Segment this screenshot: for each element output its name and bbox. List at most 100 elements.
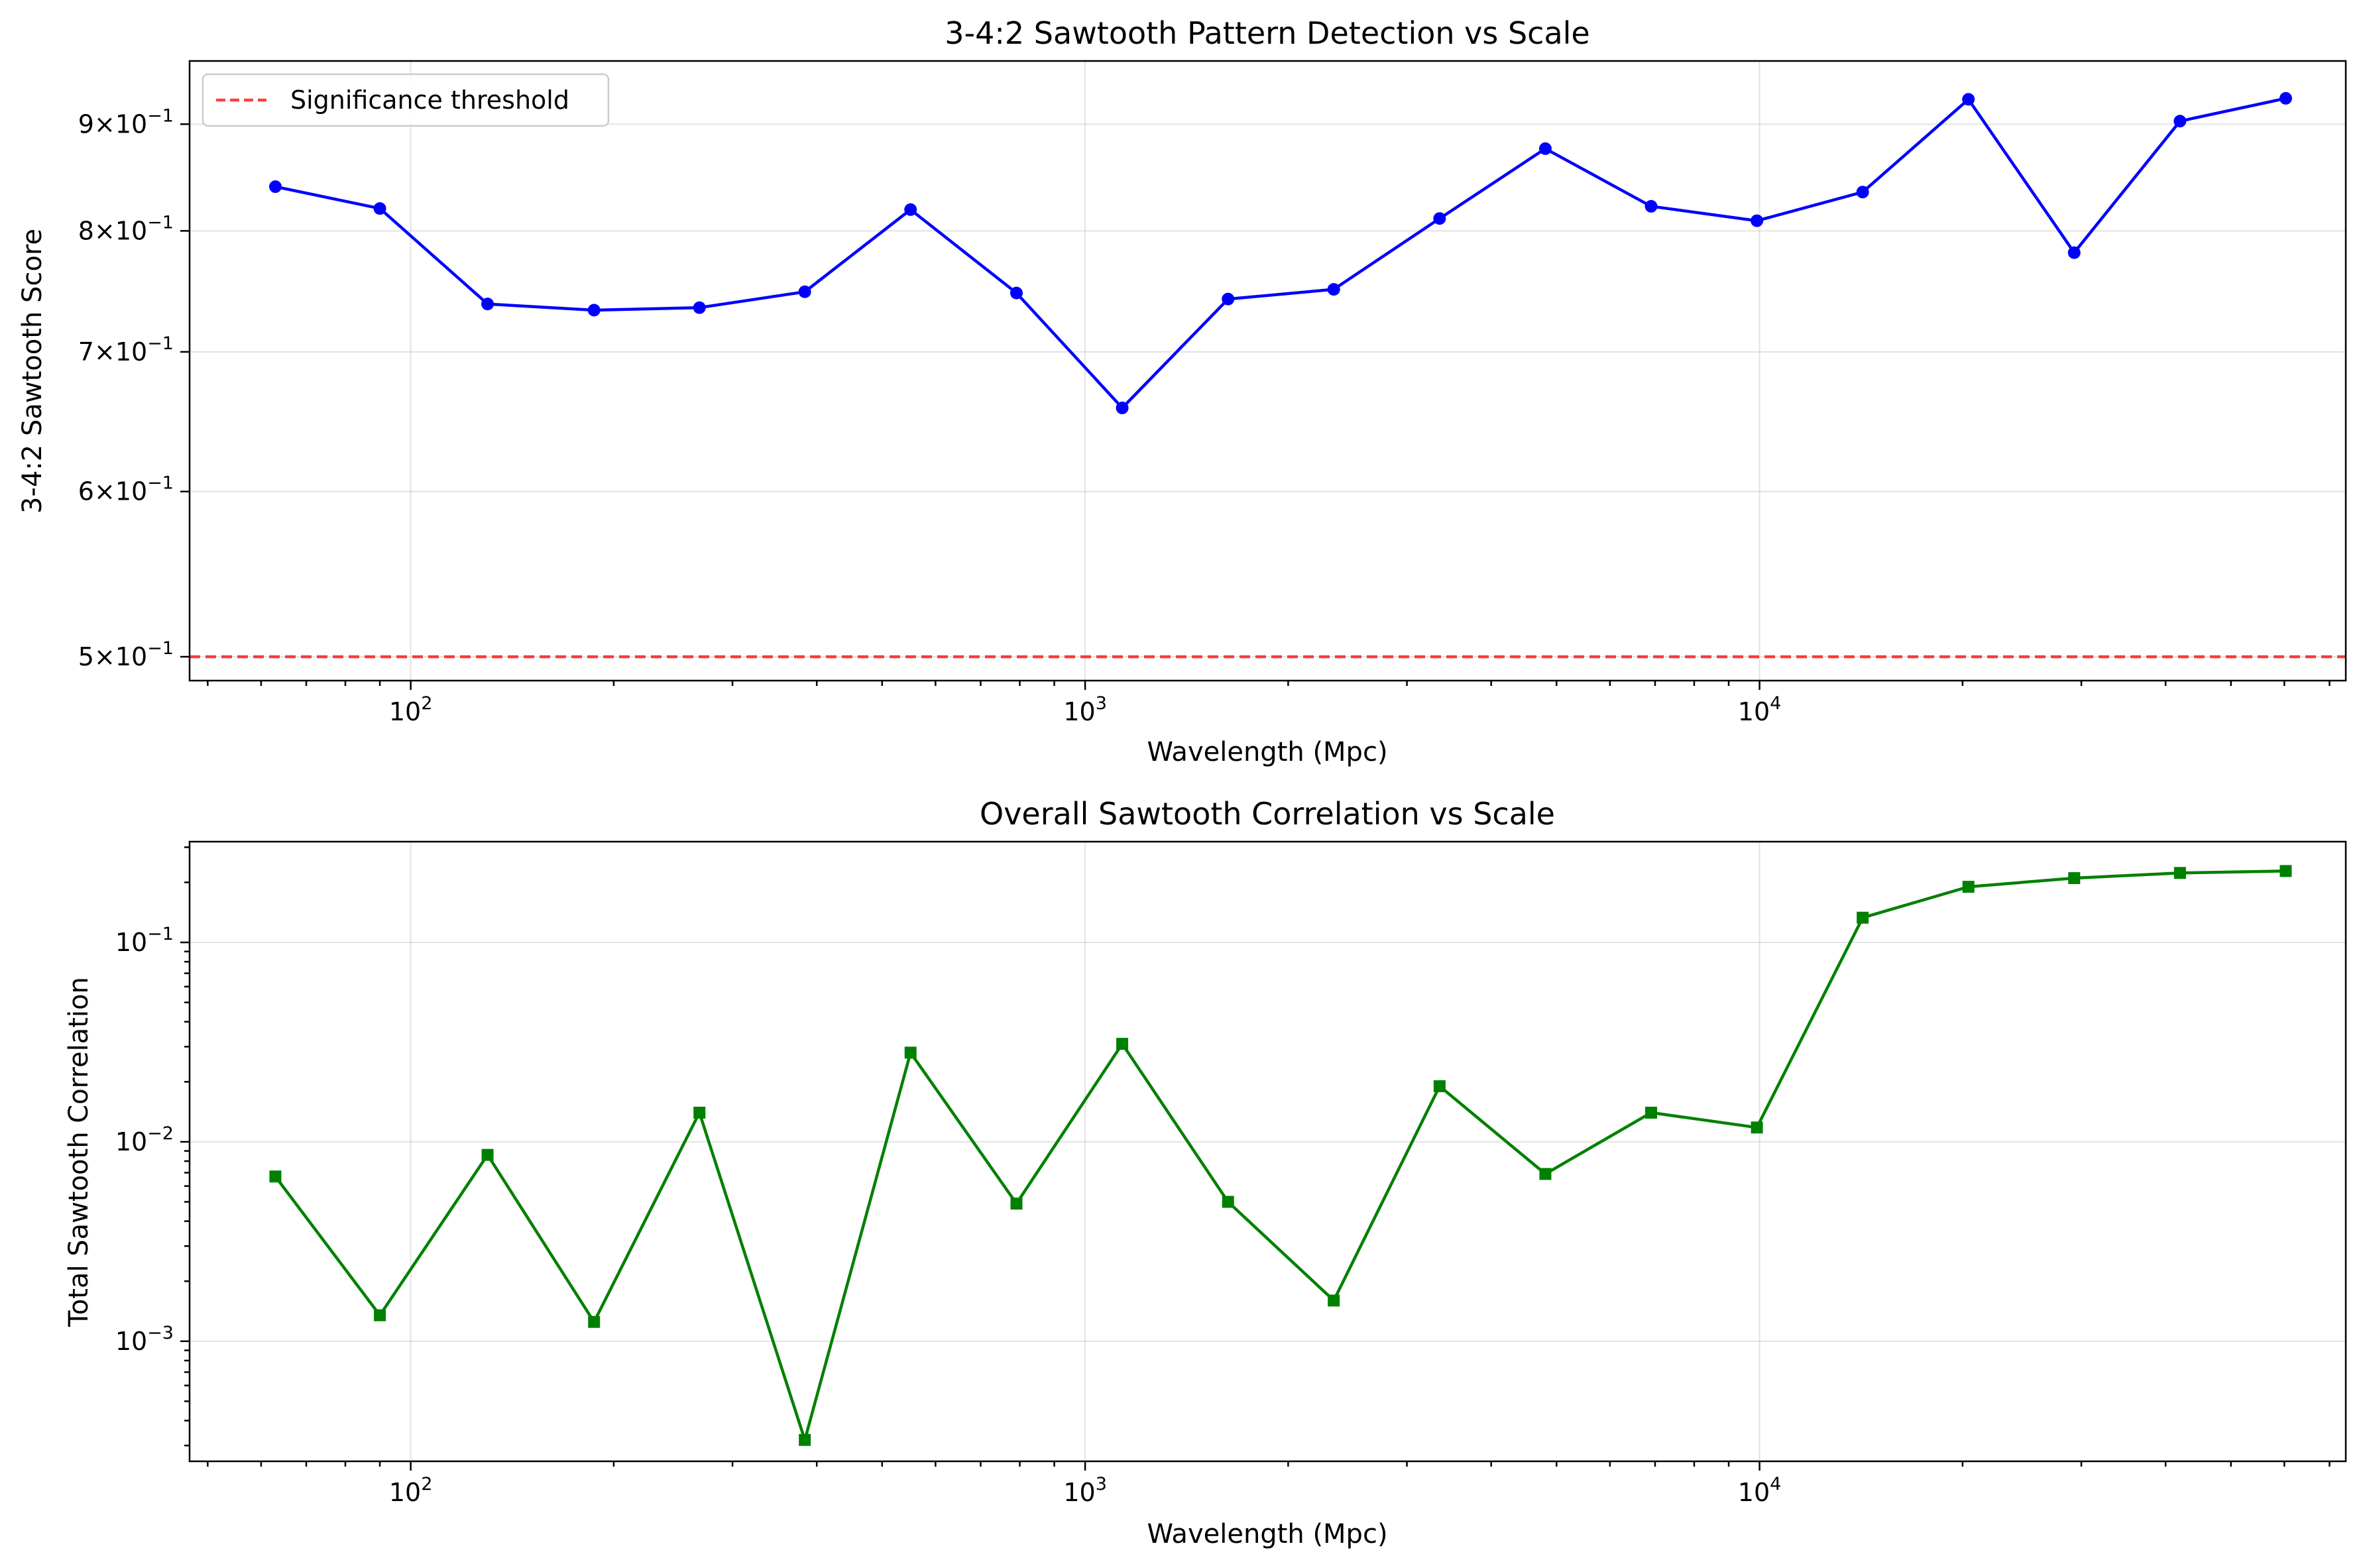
data-point: [2279, 91, 2292, 105]
tick-base: 10: [115, 477, 147, 506]
tick-exponent: 3: [1096, 693, 1107, 714]
data-point: [1644, 1106, 1657, 1119]
correlation-panel: Overall Sawtooth Correlation vs Scale 10…: [64, 796, 2347, 1549]
tick-exponent: 3: [1096, 1474, 1107, 1494]
tick-base: 10: [115, 337, 147, 366]
tick-mantissa: 7×: [78, 337, 115, 366]
legend-threshold-label: Significance threshold: [290, 85, 569, 115]
data-point: [693, 1106, 706, 1119]
series-line: [274, 869, 2286, 1441]
data-point: [2067, 246, 2081, 259]
correlation-series: [269, 865, 2292, 1446]
data-point: [2279, 865, 2292, 877]
tick-exponent: −1: [147, 212, 174, 233]
x-tick-label: 104: [1738, 1474, 1782, 1507]
x-tick-label: 104: [1738, 693, 1782, 726]
score-panel: 3-4:2 Sawtooth Pattern Detection vs Scal…: [17, 15, 2347, 767]
chart-title: Overall Sawtooth Correlation vs Scale: [980, 796, 1555, 832]
data-point: [373, 202, 386, 215]
tick-exponent: −1: [147, 473, 174, 494]
tick-base: 10: [389, 697, 421, 726]
plot-frame: [188, 60, 2347, 682]
tick-base: 10: [1063, 1478, 1095, 1507]
data-point: [1116, 402, 1129, 415]
x-tick-label: 102: [389, 693, 433, 726]
data-point: [1644, 199, 1658, 213]
y-tick-label: 10−1: [115, 924, 174, 957]
tick-base: 10: [115, 642, 147, 671]
y-axis-label: Total Sawtooth Correlation: [64, 977, 94, 1327]
tick-exponent: 4: [1770, 1474, 1781, 1494]
tick-mantissa: 8×: [78, 216, 115, 245]
tick-base: 10: [1738, 697, 1770, 726]
tick-exponent: −1: [147, 924, 174, 944]
y-axis-ticks: 5×10−16×10−17×10−18×10−19×10−1: [78, 105, 190, 671]
data-point: [2173, 867, 2186, 879]
data-point: [1222, 1196, 1234, 1208]
tick-base: 10: [1738, 1478, 1770, 1507]
data-point: [587, 304, 601, 317]
data-point: [904, 1046, 917, 1059]
tick-base: 10: [115, 109, 147, 139]
data-point: [1010, 286, 1023, 300]
data-point: [588, 1316, 601, 1328]
data-point: [269, 1170, 282, 1183]
data-point: [374, 1309, 386, 1321]
legend[interactable]: Significance threshold: [202, 73, 610, 127]
tick-exponent: −1: [147, 333, 174, 354]
data-point: [904, 203, 917, 216]
y-tick-label: 9×10−1: [78, 105, 174, 139]
tick-mantissa: 5×: [78, 642, 115, 671]
data-point: [1962, 93, 1975, 106]
y-tick-label: 10−2: [115, 1123, 174, 1156]
data-point: [1857, 911, 1869, 924]
x-axis-ticks: 102 103 104: [207, 681, 2331, 726]
data-point: [1433, 1080, 1446, 1093]
data-point: [481, 298, 494, 311]
data-point: [799, 1433, 811, 1446]
chart-title: 3-4:2 Sawtooth Pattern Detection vs Scal…: [945, 15, 1589, 51]
y-tick-label: 7×10−1: [78, 333, 174, 366]
tick-base: 10: [115, 928, 147, 957]
gridlines: [190, 842, 2346, 1461]
tick-exponent: −1: [147, 638, 174, 659]
data-point: [1116, 1038, 1129, 1050]
data-point: [1327, 283, 1340, 296]
data-point: [798, 285, 811, 298]
data-point: [1328, 1294, 1340, 1307]
tick-exponent: −1: [147, 105, 174, 126]
y-tick-label: 5×10−1: [78, 638, 174, 671]
y-tick-label: 8×10−1: [78, 212, 174, 245]
y-tick-label: 6×10−1: [78, 473, 174, 506]
tick-exponent: 2: [421, 693, 432, 714]
x-tick-label: 103: [1063, 693, 1107, 726]
data-point: [1538, 142, 1552, 155]
x-axis-label: Wavelength (Mpc): [1147, 737, 1387, 767]
x-tick-label: 102: [389, 1474, 433, 1507]
data-point: [1751, 1121, 1763, 1134]
data-point: [1222, 292, 1235, 306]
tick-base: 10: [115, 216, 147, 245]
x-axis-ticks: 102 103 104: [207, 1461, 2331, 1507]
tick-base: 10: [389, 1478, 421, 1507]
score-series: [190, 91, 2346, 659]
data-point: [1751, 214, 1764, 227]
tick-exponent: −3: [147, 1323, 174, 1343]
tick-mantissa: 6×: [78, 477, 115, 506]
data-point: [268, 180, 282, 194]
data-point: [1010, 1198, 1023, 1210]
y-tick-label: 10−3: [115, 1323, 174, 1356]
data-point: [1433, 212, 1446, 225]
tick-base: 10: [1063, 697, 1095, 726]
data-point: [1962, 881, 1975, 893]
data-point: [481, 1148, 494, 1161]
tick-exponent: −2: [147, 1123, 174, 1144]
data-point: [1856, 186, 1869, 199]
tick-base: 10: [115, 1327, 147, 1356]
data-point: [2173, 115, 2187, 128]
y-axis-label: 3-4:2 Sawtooth Score: [17, 229, 48, 514]
x-axis-label: Wavelength (Mpc): [1147, 1519, 1387, 1549]
data-point: [693, 301, 706, 314]
tick-exponent: 2: [421, 1474, 432, 1494]
